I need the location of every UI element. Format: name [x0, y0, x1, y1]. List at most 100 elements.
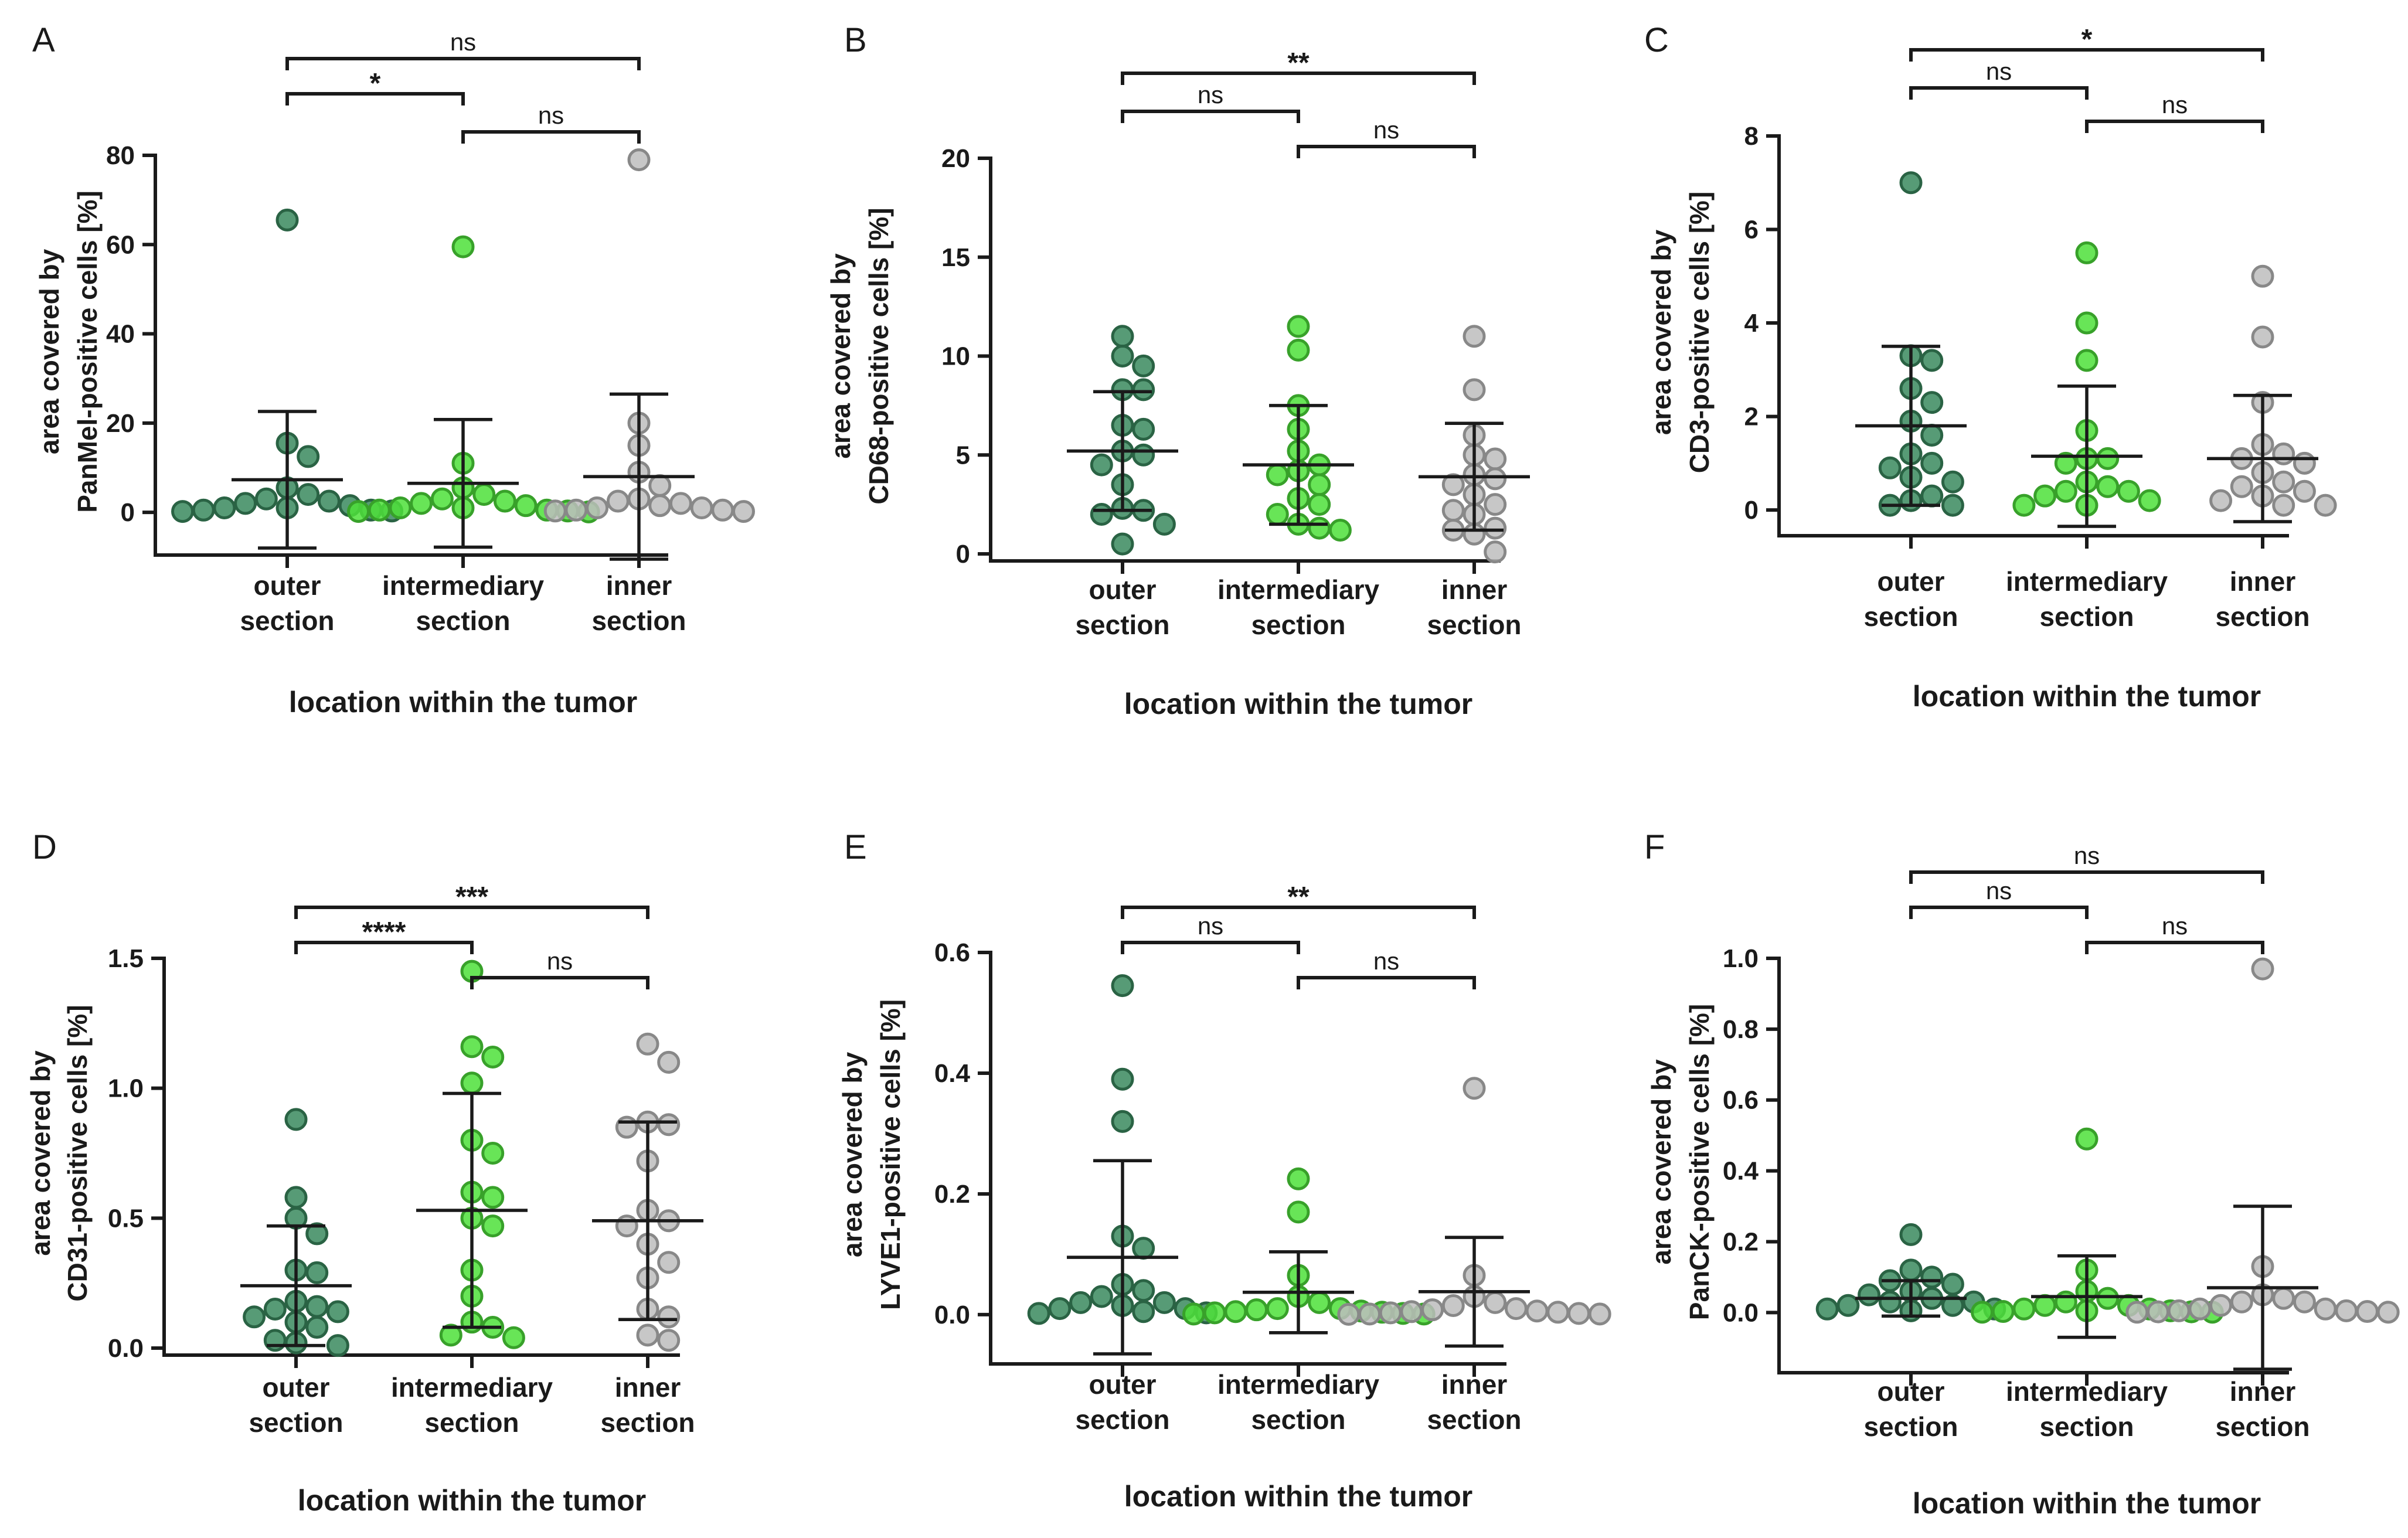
- data-point: [543, 499, 567, 523]
- significance-bracket: [470, 976, 649, 989]
- significance-label: ns: [1373, 947, 1399, 975]
- data-point: [1504, 1297, 1528, 1321]
- panel-c: C 0 2 4 6 8 outer section intermediary section inn…: [1644, 21, 2337, 713]
- significance-bracket: [1909, 906, 2089, 919]
- data-point: [2272, 470, 2295, 494]
- data-point: [1858, 1283, 1881, 1306]
- y-axis-title: area covered by: [1646, 229, 1676, 435]
- y-tick-label: 0.5: [108, 1204, 144, 1233]
- data-point: [1308, 493, 1331, 516]
- x-axis-title: location within the tumor: [298, 1484, 646, 1517]
- significance-label: *: [2082, 24, 2093, 55]
- data-point: [1090, 503, 1113, 526]
- data-point: [2075, 241, 2099, 264]
- data-point: [2075, 349, 2099, 372]
- category-label: intermediary: [1217, 574, 1380, 605]
- data-point: [1337, 1302, 1361, 1326]
- x-axis-title: location within the tumor: [1913, 680, 2261, 713]
- panel-a: A 0 20 40 60 80 outer section intermediary sectio…: [32, 21, 755, 719]
- data-point: [1920, 484, 1944, 508]
- category-label: outer: [1089, 1369, 1157, 1400]
- data-point: [368, 498, 391, 522]
- category-label: intermediary: [2006, 566, 2168, 597]
- data-point: [171, 500, 194, 523]
- category-label: inner: [2230, 566, 2296, 597]
- data-point: [1920, 451, 1944, 475]
- data-point: [606, 489, 630, 513]
- y-tick-label: 2: [1744, 403, 1759, 431]
- data-point: [1441, 499, 1465, 522]
- category-label-line2: section: [1863, 601, 1958, 632]
- y-tick-label: 40: [106, 320, 135, 349]
- y-axis-title: area covered by: [34, 249, 64, 454]
- data-point: [1182, 1302, 1205, 1326]
- panel-b: B 0 5 10 15 20 outer section intermediary section…: [825, 21, 1530, 720]
- data-point: [1484, 1291, 1507, 1314]
- significance-label: ns: [538, 101, 564, 129]
- data-point: [1941, 494, 1964, 517]
- x-axis-title: location within the tumor: [289, 686, 637, 719]
- data-point: [326, 1300, 349, 1323]
- data-point: [657, 1113, 681, 1137]
- panel-letter: D: [32, 828, 57, 866]
- y-tick-label: 0.2: [934, 1180, 970, 1209]
- data-point: [2033, 1294, 2057, 1317]
- y-tick-label: 5: [956, 441, 970, 469]
- data-point: [2147, 1300, 2169, 1323]
- data-point: [648, 494, 672, 518]
- data-point: [1484, 540, 1507, 564]
- data-point: [430, 487, 454, 511]
- data-point: [305, 1222, 329, 1246]
- significance-label: ns: [1198, 81, 1223, 108]
- data-point: [648, 474, 672, 497]
- data-point: [213, 496, 236, 519]
- x-axis-title: location within the tumor: [1913, 1487, 2261, 1520]
- y-tick-label: 20: [941, 144, 970, 173]
- data-point: [1245, 1298, 1268, 1322]
- y-axis-title: CD3-positive cells [%]: [1684, 192, 1715, 474]
- data-point: [669, 492, 692, 515]
- panel-letter: A: [32, 21, 55, 59]
- data-point: [305, 1261, 329, 1284]
- significance-bracket: [1121, 72, 1476, 85]
- data-point: [1132, 1237, 1155, 1260]
- category-label: intermediary: [382, 570, 545, 601]
- category-label-line2: section: [1427, 1404, 1521, 1435]
- significance-label: ns: [450, 28, 476, 56]
- significance-label: **: [1287, 47, 1310, 79]
- data-point: [481, 1045, 505, 1069]
- significance-bracket: [2085, 941, 2264, 954]
- data-point: [234, 492, 257, 515]
- data-point: [493, 489, 516, 513]
- category-label-line2: section: [1251, 610, 1345, 640]
- y-tick-label: 20: [106, 409, 135, 438]
- y-tick-label: 0.6: [934, 938, 970, 967]
- data-point: [2125, 1301, 2149, 1324]
- y-axis-title: area covered by: [825, 253, 856, 459]
- data-point: [1090, 1285, 1113, 1308]
- category-label-line2: section: [591, 605, 686, 636]
- y-tick-label: 0.0: [934, 1301, 970, 1329]
- data-point: [1069, 1291, 1093, 1314]
- category-label: inner: [1441, 574, 1508, 605]
- significance-label: ****: [362, 917, 406, 948]
- data-point: [1400, 1300, 1423, 1323]
- data-point: [2054, 1290, 2077, 1314]
- data-point: [2314, 494, 2337, 517]
- category-label-line2: section: [240, 605, 334, 636]
- significance-label: ns: [2162, 912, 2188, 940]
- data-point: [2075, 311, 2099, 335]
- data-point: [1899, 171, 1923, 195]
- y-tick-label: 1.5: [108, 944, 144, 973]
- data-point: [305, 1295, 329, 1318]
- significance-label: ns: [1198, 912, 1223, 940]
- data-point: [460, 1035, 484, 1059]
- data-point: [1441, 1294, 1465, 1317]
- data-point: [2117, 479, 2140, 503]
- data-point: [1111, 1110, 1134, 1133]
- data-point: [460, 1071, 484, 1095]
- data-point: [481, 1186, 505, 1209]
- category-label-line2: section: [2215, 601, 2310, 632]
- panel-letter: C: [1644, 21, 1669, 59]
